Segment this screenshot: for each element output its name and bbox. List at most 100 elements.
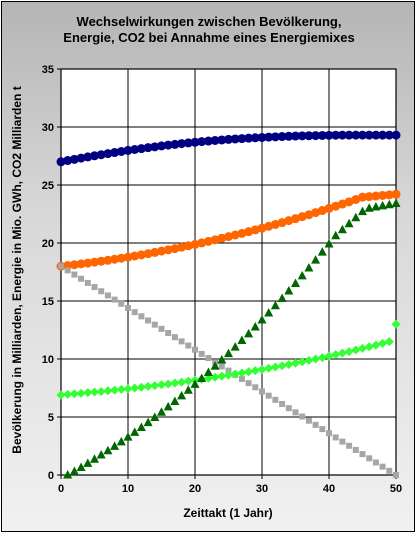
data-point — [304, 131, 314, 141]
data-point — [157, 246, 166, 256]
data-point — [257, 364, 267, 374]
data-point — [319, 426, 326, 433]
data-point — [96, 450, 106, 459]
data-point — [183, 385, 193, 394]
data-point — [136, 382, 146, 392]
data-point — [69, 260, 79, 270]
data-point — [170, 378, 180, 388]
data-point — [143, 381, 153, 391]
data-point — [237, 368, 247, 378]
data-point — [170, 139, 180, 149]
data-point — [359, 451, 366, 458]
data-point — [76, 259, 86, 269]
data-point — [136, 144, 146, 154]
series-4 — [56, 319, 401, 400]
data-point — [76, 462, 86, 471]
data-point — [103, 386, 113, 396]
data-point — [218, 363, 225, 370]
data-point — [63, 156, 73, 166]
data-point — [224, 348, 233, 358]
data-point — [103, 149, 113, 159]
data-point — [332, 434, 339, 441]
data-point — [63, 389, 73, 399]
data-point — [163, 401, 173, 411]
data-point — [371, 340, 381, 350]
data-point — [96, 150, 106, 160]
data-point — [64, 267, 71, 274]
data-point — [337, 224, 347, 234]
data-point — [311, 354, 321, 364]
data-point — [150, 412, 160, 421]
data-point — [83, 258, 93, 268]
data-point — [56, 390, 66, 400]
data-point — [344, 130, 354, 140]
data-point — [185, 342, 192, 349]
data-point — [279, 401, 286, 408]
data-point — [103, 445, 113, 455]
data-point — [190, 137, 200, 147]
chart-title-line-1: Wechselwirkungen zwischen Bevölkerung, — [76, 14, 342, 29]
data-point — [252, 384, 259, 391]
data-point — [116, 146, 126, 156]
data-point — [183, 138, 193, 148]
data-point — [364, 130, 374, 140]
data-point — [83, 152, 93, 162]
y-tick-label: 5 — [48, 412, 54, 424]
data-point — [217, 135, 227, 145]
data-point — [244, 133, 254, 143]
data-point — [250, 321, 260, 331]
data-point — [378, 338, 388, 348]
data-point — [337, 348, 347, 358]
series-1 — [56, 130, 401, 167]
data-point — [372, 459, 379, 466]
data-point — [371, 191, 381, 201]
plot-area — [61, 69, 396, 475]
y-tick-label: 10 — [42, 354, 54, 366]
y-tick-label: 30 — [42, 122, 54, 134]
data-point — [90, 151, 99, 161]
data-point — [284, 359, 294, 369]
data-point — [264, 363, 274, 373]
data-point — [391, 319, 401, 329]
data-point — [143, 249, 153, 259]
data-point — [143, 417, 153, 427]
y-tick-label: 20 — [42, 238, 54, 250]
data-point — [69, 154, 79, 164]
data-point — [358, 206, 367, 216]
data-point — [197, 137, 207, 147]
data-point — [116, 253, 126, 263]
data-point — [83, 388, 93, 398]
data-point — [83, 458, 93, 467]
data-point — [110, 148, 120, 158]
data-point — [364, 192, 374, 202]
y-tick-label: 0 — [48, 470, 54, 482]
data-point — [136, 422, 146, 432]
data-point — [203, 373, 213, 383]
data-point — [203, 367, 213, 376]
data-point — [110, 254, 120, 264]
data-point — [197, 373, 207, 382]
data-point — [272, 396, 279, 403]
data-point — [130, 383, 140, 393]
data-point — [177, 390, 187, 400]
data-point — [123, 432, 133, 441]
data-point — [151, 321, 158, 328]
data-point — [123, 252, 133, 262]
data-point — [217, 371, 227, 381]
chart-title: Wechselwirkungen zwischen Bevölkerung, E… — [0, 14, 418, 46]
data-point — [378, 190, 388, 200]
data-point — [157, 407, 166, 416]
data-point — [69, 466, 79, 476]
data-point — [138, 313, 145, 320]
data-point — [371, 130, 381, 140]
x-tick-label: 40 — [323, 483, 335, 495]
data-point — [257, 132, 267, 142]
data-point — [379, 463, 386, 470]
data-point — [123, 384, 133, 394]
data-point — [130, 145, 140, 155]
data-point — [110, 441, 120, 450]
data-point — [76, 153, 86, 163]
data-point — [136, 250, 146, 260]
data-point — [364, 203, 374, 212]
data-point — [103, 255, 113, 265]
